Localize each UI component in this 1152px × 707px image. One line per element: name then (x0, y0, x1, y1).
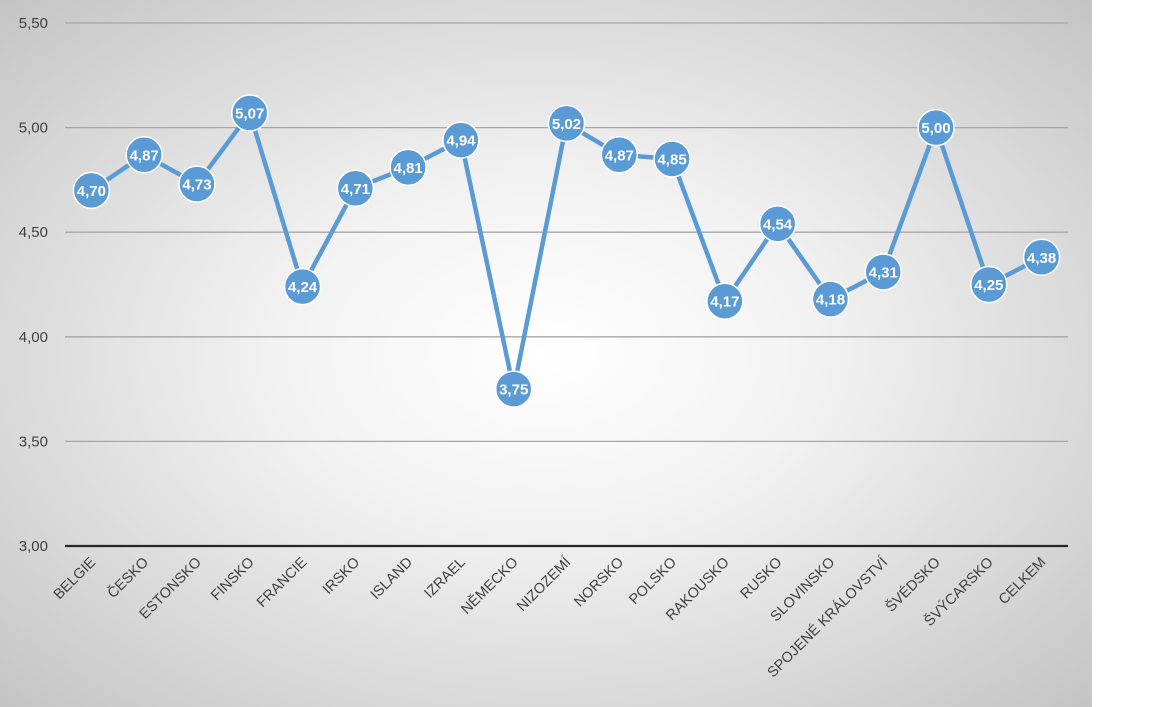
data-label: 5,00 (921, 120, 950, 137)
data-label: 4,38 (1027, 250, 1056, 267)
data-point (442, 121, 480, 159)
x-tick-label: NORSKO (571, 555, 627, 611)
data-label: 4,17 (710, 294, 739, 311)
data-point (653, 140, 691, 178)
y-tick-label: 5,00 (19, 120, 48, 137)
data-point (864, 253, 902, 291)
data-point (125, 136, 163, 174)
data-label: 3,75 (499, 382, 528, 399)
x-tick-label: ISLAND (368, 555, 416, 603)
data-point (336, 169, 375, 208)
data-label: 4,71 (341, 181, 370, 198)
data-point (231, 94, 269, 132)
x-tick-label: NIZOZEMÍ (513, 554, 574, 615)
series-line (89, 110, 1044, 392)
data-label: 4,31 (869, 264, 898, 281)
data-point (706, 282, 744, 320)
y-tick-label: 5,50 (19, 15, 48, 32)
data-point (758, 205, 797, 243)
x-tick-label: RUSKO (738, 555, 786, 603)
x-tick-label: CELKEM (996, 555, 1049, 608)
data-label: 4,73 (182, 177, 211, 194)
data-point (178, 165, 216, 203)
data-label: 4,87 (130, 147, 159, 164)
data-point (389, 148, 427, 187)
data-point (917, 108, 955, 147)
data-point (1022, 238, 1061, 277)
x-tick-label: POLSKO (626, 555, 679, 608)
x-tick-label: ČESKO (104, 554, 152, 602)
y-tick-label: 3,00 (19, 538, 48, 555)
data-point (970, 265, 1008, 304)
data-label: 5,02 (552, 116, 581, 133)
x-tick-label: IZRAEL (422, 555, 469, 602)
data-label: 4,81 (394, 160, 423, 177)
data-label: 4,94 (446, 133, 476, 150)
data-label: 4,25 (974, 277, 1003, 294)
data-point (547, 104, 586, 143)
data-label: 4,70 (77, 183, 106, 200)
data-label: 4,54 (763, 216, 793, 233)
data-label: 4,87 (605, 147, 634, 164)
data-point (494, 370, 533, 408)
x-tick-label: FRANCIE (254, 554, 311, 611)
data-point (72, 171, 111, 210)
x-tick-label: IRSKO (320, 555, 363, 598)
y-tick-label: 4,50 (19, 224, 48, 241)
x-tick-label: NĚMECKO (458, 554, 522, 618)
data-label: 4,24 (288, 279, 318, 296)
data-point (811, 280, 850, 318)
data-label: 5,07 (235, 105, 264, 122)
data-label: 4,18 (816, 292, 845, 309)
data-label: 4,85 (657, 151, 686, 168)
x-tick-label: FINSKO (208, 555, 257, 604)
x-tick-label: BELGIE (51, 554, 100, 603)
y-tick-label: 3,50 (19, 433, 48, 450)
data-point (283, 267, 322, 306)
data-point (600, 136, 639, 174)
chart-area: 3,00 3,50 4,00 4,50 5,00 5,50 BELGIE ČESKO ESTON… (0, 0, 1092, 707)
y-tick-label: 4,00 (19, 329, 48, 346)
